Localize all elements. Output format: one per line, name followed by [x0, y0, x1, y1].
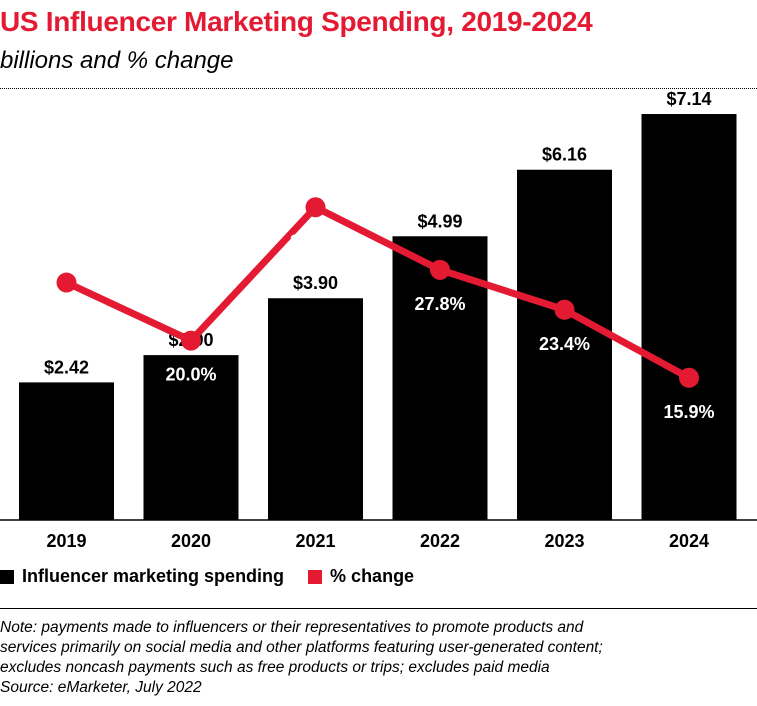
- bar-value-label: $3.90: [293, 273, 338, 293]
- line-point: [56, 272, 77, 293]
- source-line: Source: eMarketer, July 2022: [0, 679, 202, 696]
- x-tick-label: 2022: [420, 531, 460, 551]
- line-point: [679, 367, 699, 388]
- line-point: [430, 259, 450, 280]
- notes: Note: payments made to influencers or th…: [0, 618, 757, 698]
- note-line: excludes noncash payments such as free p…: [0, 659, 550, 676]
- line-value-label: 27.8%: [414, 294, 465, 314]
- legend-item-change: % change: [308, 566, 414, 587]
- bar-value-label: $6.16: [542, 145, 587, 165]
- notes-divider: [0, 608, 757, 609]
- note-line: services primarily on social media and o…: [0, 639, 603, 656]
- bar-value-label: $4.99: [417, 211, 462, 231]
- bar-2024: [641, 114, 737, 521]
- line-value-label: 26.4%: [41, 307, 92, 327]
- bar-value-label: $2.42: [44, 357, 89, 377]
- chart-title: US Influencer Marketing Spending, 2019-2…: [0, 6, 593, 37]
- line-value-label: 15.9%: [663, 402, 714, 422]
- line-point: [554, 299, 575, 320]
- x-tick-label: 2019: [46, 531, 86, 551]
- header-divider: [0, 88, 757, 89]
- bar-2019: [19, 382, 114, 520]
- note-line: Note: payments made to influencers or th…: [0, 619, 584, 636]
- legend-label-spending: Influencer marketing spending: [22, 566, 285, 586]
- chart-subtitle: billions and % change: [0, 47, 234, 74]
- x-tick-label: 2024: [669, 531, 709, 551]
- x-tick-label: 2023: [544, 531, 584, 551]
- bar-line-chart: $2.422019$2.902020$3.902021$4.992022$6.1…: [0, 90, 757, 551]
- legend-label-change: % change: [330, 566, 415, 586]
- series-line-change: [65, 203, 691, 381]
- line-point: [305, 197, 326, 218]
- line-point: [181, 330, 201, 351]
- x-tick-label: 2020: [171, 531, 211, 551]
- bar-2020: [143, 355, 239, 520]
- legend-item-spending: Influencer marketing spending: [0, 566, 284, 587]
- line-value-label: 20.0%: [165, 365, 216, 385]
- legend-swatch-spending: [0, 569, 14, 584]
- line-value-label: 23.4%: [539, 334, 590, 354]
- x-tick-label: 2021: [295, 531, 335, 551]
- bar-value-label: $7.14: [666, 90, 711, 109]
- legend-swatch-change: [308, 569, 323, 584]
- bar-2023: [517, 169, 612, 520]
- line-value-label: 34.7%: [290, 231, 341, 251]
- legend: Influencer marketing spending % change: [0, 566, 438, 587]
- bar-2021: [268, 298, 363, 520]
